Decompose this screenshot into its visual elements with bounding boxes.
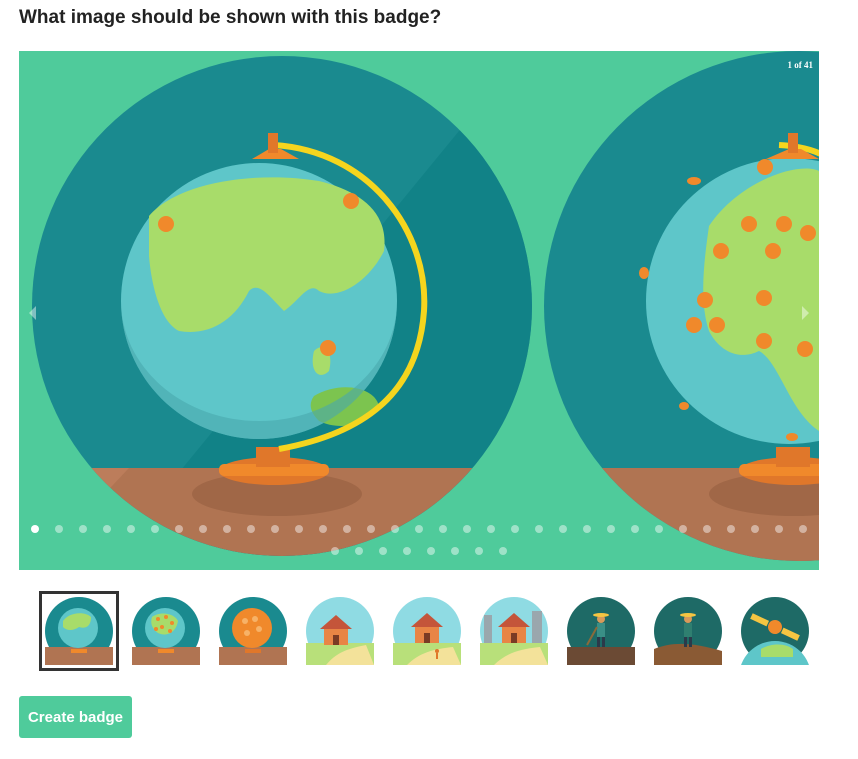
pagination-dot[interactable] (775, 525, 783, 533)
pagination-dot[interactable] (379, 547, 387, 555)
pagination-dot[interactable] (79, 525, 87, 533)
thumbnail-house-family[interactable] (387, 591, 467, 671)
pagination-dot[interactable] (271, 525, 279, 533)
house-icon (480, 597, 548, 665)
pagination-dot[interactable] (415, 525, 423, 533)
pagination-dot[interactable] (631, 525, 639, 533)
pagination-dot[interactable] (439, 525, 447, 533)
slide-image-globe (19, 51, 819, 570)
house-icon (306, 597, 374, 665)
thumbnail-farmer-night[interactable] (561, 591, 641, 671)
pagination-dot[interactable] (331, 547, 339, 555)
pagination-dot[interactable] (319, 525, 327, 533)
house-icon (393, 597, 461, 665)
thumbnail-house-sky[interactable] (300, 591, 380, 671)
pagination-dot[interactable] (559, 525, 567, 533)
pagination-dot[interactable] (175, 525, 183, 533)
farmer-icon (654, 597, 722, 665)
slide-counter: 1 of 41 (787, 60, 814, 70)
image-carousel[interactable]: 1 of 41 (19, 51, 819, 570)
globe-icon (132, 597, 200, 665)
pagination-dot[interactable] (103, 525, 111, 533)
create-badge-button[interactable]: Create badge (19, 696, 132, 738)
pagination-dot[interactable] (679, 525, 687, 533)
globe-icon (219, 597, 287, 665)
pagination-dot[interactable] (199, 525, 207, 533)
pagination-dot[interactable] (247, 525, 255, 533)
thumbnail-globe-world[interactable] (39, 591, 119, 671)
satellite-icon (741, 597, 809, 665)
thumbnail-house-city[interactable] (474, 591, 554, 671)
pagination-dot[interactable] (127, 525, 135, 533)
pagination-dot[interactable] (511, 525, 519, 533)
pagination-dot[interactable] (55, 525, 63, 533)
pagination-dot[interactable] (535, 525, 543, 533)
thumbnail-strip (39, 591, 819, 671)
farmer-icon (567, 597, 635, 665)
pagination-dot[interactable] (223, 525, 231, 533)
pagination-dot[interactable] (31, 525, 39, 533)
pagination-dot[interactable] (727, 525, 735, 533)
pagination-dot[interactable] (751, 525, 759, 533)
thumbnail-farmer-hill[interactable] (648, 591, 728, 671)
pagination-dot[interactable] (427, 547, 435, 555)
page-title: What image should be shown with this bad… (19, 7, 442, 28)
pagination-dot[interactable] (655, 525, 663, 533)
thumbnail-globe-dots[interactable] (126, 591, 206, 671)
pagination-dot[interactable] (343, 525, 351, 533)
pagination-dot[interactable] (499, 547, 507, 555)
pagination-dot[interactable] (607, 525, 615, 533)
pagination-dot[interactable] (487, 525, 495, 533)
pagination-dot[interactable] (355, 547, 363, 555)
pagination-dot[interactable] (799, 525, 807, 533)
thumbnail-satellite-earth[interactable] (735, 591, 815, 671)
thumbnail-globe-orange[interactable] (213, 591, 293, 671)
pagination-dot[interactable] (703, 525, 711, 533)
pagination-dot[interactable] (151, 525, 159, 533)
pagination-dot[interactable] (451, 547, 459, 555)
pagination-dot[interactable] (475, 547, 483, 555)
pagination-dot[interactable] (367, 525, 375, 533)
pagination-dot[interactable] (403, 547, 411, 555)
chevron-right-icon[interactable] (799, 303, 813, 323)
pagination-dot[interactable] (391, 525, 399, 533)
pagination-dot[interactable] (295, 525, 303, 533)
pagination-dot[interactable] (463, 525, 471, 533)
pagination-dot[interactable] (583, 525, 591, 533)
globe-icon (45, 597, 113, 665)
chevron-left-icon[interactable] (25, 303, 39, 323)
